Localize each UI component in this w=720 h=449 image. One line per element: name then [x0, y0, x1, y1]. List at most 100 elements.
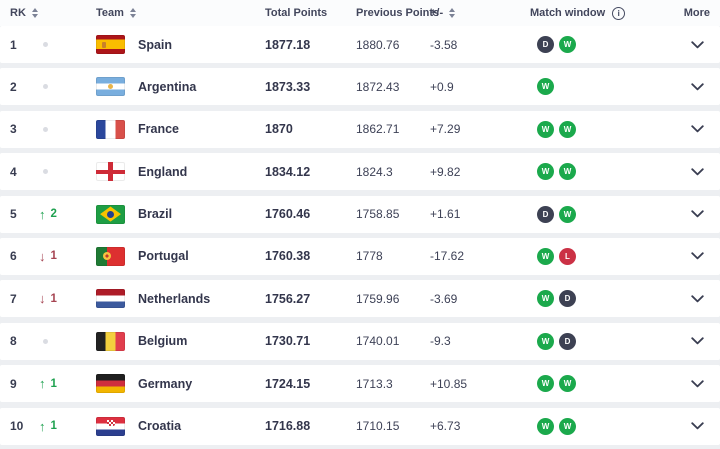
chevron-down-icon[interactable]: [691, 125, 704, 133]
chevron-down-icon[interactable]: [691, 210, 704, 218]
match-window-results: W: [530, 78, 678, 96]
expand-row-cell: [678, 125, 720, 133]
total-points: 1716.88: [265, 419, 311, 434]
column-header-previous-points[interactable]: Previous Points: [356, 7, 439, 19]
up-arrow-icon: ↑: [39, 418, 46, 434]
points-delta: -9.3: [430, 334, 451, 349]
rank-change-value: 1: [50, 292, 57, 305]
points-delta: +7.29: [430, 122, 461, 137]
expand-row-cell: [678, 379, 720, 388]
rank-number: 1: [10, 37, 17, 52]
table-row[interactable]: 2 Argentina 1873.33 1872.43 +0.9 W: [0, 68, 720, 106]
flag-cell: [96, 289, 138, 309]
previous-points: 1713.3: [356, 376, 393, 391]
info-icon[interactable]: i: [612, 6, 626, 20]
rank-number: 3: [10, 122, 17, 137]
column-header-match-window: Match window i: [530, 6, 678, 20]
rank-change: [36, 84, 96, 90]
expand-row-cell: [678, 337, 720, 345]
column-header-rank[interactable]: RK: [0, 7, 38, 19]
expand-row-cell: [678, 422, 720, 430]
table-row[interactable]: 7 ↓ 1 Netherlands 1756.27 1759.96 -3.69 W…: [0, 280, 720, 318]
column-header-total-points[interactable]: Total Points: [265, 7, 356, 19]
total-points: 1877.18: [265, 37, 311, 52]
match-result-badge: D: [559, 332, 576, 350]
expand-row-cell: [678, 252, 720, 260]
total-points: 1870: [265, 122, 293, 137]
rank-number: 2: [10, 79, 17, 94]
rank-change: ↓ 1: [36, 249, 96, 264]
sort-icon[interactable]: [129, 8, 136, 18]
table-header: RK Team Total Points Previous Points +/-…: [0, 0, 720, 26]
match-result-badge: W: [559, 417, 576, 435]
team-name: Spain: [138, 37, 173, 52]
chevron-down-icon[interactable]: [691, 83, 704, 91]
previous-points: 1740.01: [356, 334, 400, 349]
chevron-down-icon[interactable]: [691, 167, 704, 176]
previous-points: 1862.71: [356, 122, 400, 137]
total-points: 1756.27: [265, 291, 311, 306]
country-flag-icon: [96, 204, 125, 224]
team-name: Germany: [138, 376, 193, 391]
total-points: 1760.38: [265, 249, 311, 264]
rank-number: 4: [10, 164, 17, 179]
chevron-down-icon[interactable]: [691, 252, 704, 260]
column-header-team[interactable]: Team: [96, 7, 265, 19]
column-header-plus-minus[interactable]: +/-: [430, 7, 530, 19]
flag-cell: [96, 246, 138, 266]
chevron-down-icon[interactable]: [691, 337, 704, 345]
column-header-match-window-label: Match window: [530, 7, 606, 19]
match-result-badge: W: [537, 417, 554, 435]
total-points: 1760.46: [265, 207, 311, 222]
chevron-down-icon[interactable]: [691, 295, 704, 303]
flag-cell: [96, 119, 138, 139]
sort-icon[interactable]: [449, 8, 456, 18]
country-flag-icon: [96, 246, 125, 266]
column-header-previous-points-label: Previous Points: [356, 7, 440, 19]
column-header-total-points-label: Total Points: [265, 7, 328, 19]
previous-points: 1758.85: [356, 207, 400, 222]
points-delta: +9.82: [430, 164, 461, 179]
chevron-down-icon[interactable]: [691, 379, 704, 388]
points-delta: +10.85: [430, 376, 468, 391]
match-result-badge: D: [537, 36, 554, 53]
column-header-rank-label: RK: [10, 7, 26, 19]
team-name: Portugal: [138, 249, 189, 264]
chevron-down-icon[interactable]: [691, 422, 704, 430]
match-result-badge: W: [537, 332, 554, 350]
country-flag-icon: [96, 374, 125, 394]
flag-cell: [96, 35, 138, 54]
team-name: France: [138, 122, 179, 137]
sort-icon[interactable]: [31, 8, 38, 18]
match-result-badge: W: [559, 120, 576, 138]
team-name: Argentina: [138, 79, 197, 94]
rank-change: [36, 42, 96, 47]
points-delta: +1.61: [430, 207, 461, 222]
match-result-badge: W: [559, 36, 576, 53]
rank-change-value: 2: [50, 208, 57, 221]
team-name: Belgium: [138, 334, 188, 349]
previous-points: 1778: [356, 249, 383, 264]
rank-number: 6: [10, 249, 17, 264]
rank-change: ↑ 1: [36, 376, 96, 391]
rank-change-value: 1: [50, 377, 57, 390]
previous-points: 1872.43: [356, 79, 400, 94]
points-delta: -17.62: [430, 249, 465, 264]
column-header-team-label: Team: [96, 7, 124, 19]
chevron-down-icon[interactable]: [691, 40, 704, 49]
points-delta: -3.69: [430, 291, 458, 306]
